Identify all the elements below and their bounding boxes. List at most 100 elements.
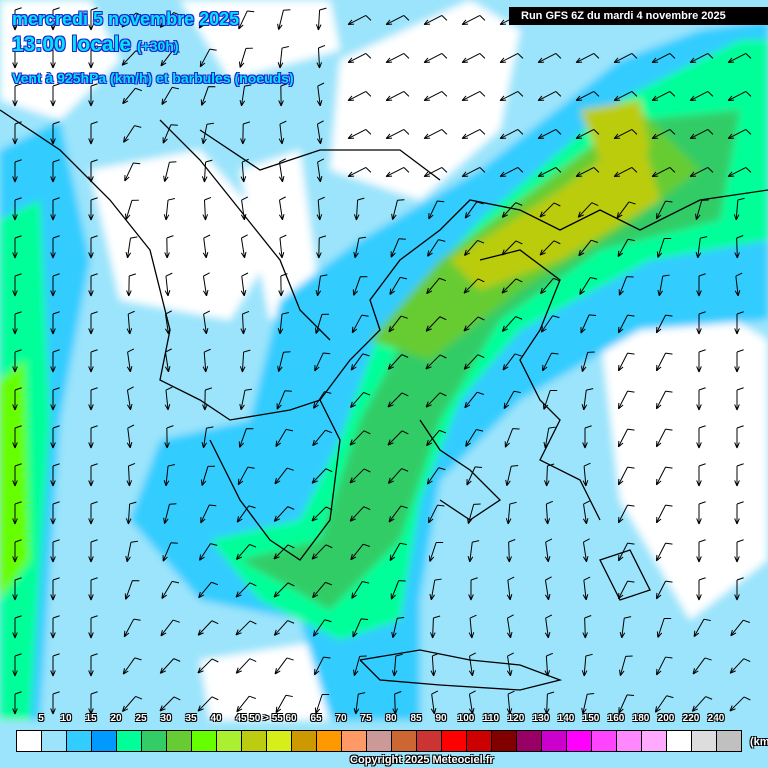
wind-arrow	[387, 354, 409, 370]
wind-arrow	[237, 466, 255, 486]
copyright: Copyright 2025 Meteociel.fr	[350, 754, 494, 766]
wind-arrow	[689, 91, 714, 102]
wind-arrow	[277, 351, 291, 372]
scale-box	[642, 731, 667, 751]
wind-arrow	[613, 167, 638, 178]
wind-arrow	[461, 53, 486, 64]
wind-arrow	[351, 314, 369, 334]
wind-arrow	[387, 430, 409, 446]
scale-label: 80	[385, 713, 397, 724]
wind-arrow	[504, 428, 520, 448]
wind-arrow	[613, 129, 638, 140]
wind-arrow	[240, 234, 248, 259]
wind-arrow	[464, 391, 484, 409]
wind-arrow	[544, 576, 552, 601]
scale-box	[542, 731, 567, 751]
wind-arrow	[692, 657, 712, 675]
wind-arrow	[689, 129, 714, 140]
wind-arrow	[50, 463, 60, 487]
wind-arrow	[12, 653, 22, 677]
wind-arrow	[201, 426, 214, 449]
wind-arrow	[12, 7, 22, 31]
wind-arrow	[122, 657, 142, 675]
wind-arrow	[162, 124, 178, 144]
wind-arrow	[655, 466, 673, 486]
wind-arrow	[655, 314, 673, 334]
scale-label: 20	[110, 713, 122, 724]
wind-arrow	[12, 121, 22, 145]
wind-arrow	[387, 468, 409, 484]
wind-arrow	[12, 539, 22, 563]
wind-arrow	[312, 429, 333, 447]
wind-arrow	[126, 348, 135, 373]
wind-arrow	[164, 235, 174, 259]
wind-arrow	[278, 196, 286, 221]
wind-arrow	[390, 580, 406, 600]
wind-arrow	[581, 388, 594, 411]
wind-arrow	[499, 53, 524, 64]
wind-arrow	[350, 353, 370, 371]
wind-arrow	[654, 695, 674, 713]
scale-label: 45	[235, 713, 247, 724]
wind-arrow	[88, 387, 98, 411]
wind-arrow	[734, 501, 744, 525]
scale-label: 240	[707, 713, 725, 724]
wind-arrow	[12, 501, 22, 525]
wind-arrow	[314, 352, 331, 372]
scale-box	[692, 731, 717, 751]
scale-label: 60	[285, 713, 297, 724]
wind-arrow	[50, 235, 60, 259]
wind-arrow	[316, 120, 324, 145]
scale-box	[517, 731, 542, 751]
wind-arrow	[353, 692, 366, 715]
wind-arrow	[88, 197, 98, 221]
wind-arrow	[315, 7, 327, 31]
wind-arrow	[537, 167, 562, 178]
wind-arrow	[468, 614, 477, 639]
wind-arrow	[164, 310, 172, 335]
scale-label: 5	[38, 713, 44, 724]
wind-arrow	[88, 121, 98, 145]
wind-arrow	[239, 349, 251, 373]
wind-arrow	[347, 91, 372, 102]
wind-arrow	[617, 542, 635, 562]
wind-arrow	[539, 240, 561, 256]
wind-arrow	[240, 196, 249, 221]
wind-arrow	[467, 540, 480, 563]
scale-box	[367, 731, 392, 751]
forecast-date: mercredi 5 novembre 2025	[12, 9, 240, 29]
wind-arrow	[425, 354, 447, 370]
wind-arrow	[12, 615, 22, 639]
wind-arrow	[696, 311, 706, 335]
wind-arrow	[235, 543, 257, 560]
wind-arrow	[275, 428, 294, 448]
scale-label: 100	[457, 713, 475, 724]
wind-arrow	[427, 504, 445, 524]
wind-arrow	[202, 234, 211, 259]
scale-box	[492, 731, 517, 751]
wind-arrow	[696, 539, 706, 563]
wind-arrow	[122, 87, 143, 105]
scale-label: 15	[85, 713, 97, 724]
wind-arrow	[651, 91, 676, 102]
wind-arrow	[201, 159, 213, 183]
wind-arrow	[311, 468, 333, 484]
wind-arrow	[426, 429, 447, 447]
wind-arrow	[236, 695, 256, 713]
scale-box	[392, 731, 417, 751]
wind-arrow	[50, 121, 60, 145]
wind-arrow	[50, 159, 60, 183]
wind-arrow	[695, 236, 708, 259]
wind-arrow	[544, 652, 553, 677]
wind-arrow	[391, 616, 405, 639]
wind-arrow	[468, 577, 478, 601]
wind-arrow	[430, 652, 440, 677]
wind-arrow	[200, 86, 216, 106]
wind-arrow	[314, 693, 330, 714]
wind-arrow	[160, 49, 180, 67]
scale-box	[42, 731, 67, 751]
wind-arrow	[501, 240, 523, 256]
wind-arrow	[197, 620, 219, 636]
wind-arrow	[727, 91, 752, 102]
wind-arrow	[465, 429, 484, 447]
